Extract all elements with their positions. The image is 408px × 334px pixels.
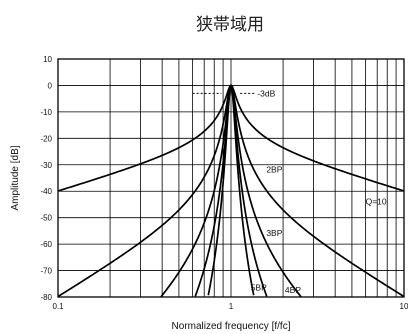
y-tick-labels: 10 0 -10 -20 -30 -40 -50 -60 -70 -80 [40, 55, 52, 302]
grid [58, 59, 404, 297]
chart-title: 狭帯域用 [196, 15, 264, 35]
annotation-label: 4BP [285, 285, 301, 295]
x-tick-label: 0.1 [52, 302, 64, 311]
y-tick-label: -50 [40, 214, 52, 223]
x-tick-labels: 0.1 1 10 [52, 302, 408, 311]
y-tick-label: -30 [40, 161, 52, 170]
annotations: -3dB 2BP 3BP 4BP 5BP Q=10 [192, 88, 387, 295]
plot-frame [57, 58, 405, 298]
x-tick-label: 10 [400, 302, 408, 311]
annotation-label: Q=10 [366, 196, 387, 206]
y-axis-label: Amplitude [dB] [10, 145, 21, 210]
y-tick-label: -10 [40, 108, 52, 117]
annotation-label: -3dB [257, 88, 275, 98]
curves [57, 83, 405, 298]
y-tick-label: 0 [48, 81, 53, 90]
annotation-label: 2BP [266, 165, 282, 175]
y-tick-label: -20 [40, 134, 52, 143]
y-tick-label: -40 [40, 187, 52, 196]
y-tick-label: 10 [43, 55, 52, 64]
y-tick-label: -70 [40, 267, 52, 276]
x-tick-label: 1 [229, 302, 234, 311]
y-tick-label: -60 [40, 240, 52, 249]
x-axis-label: Normalized frequency [f/fc] [172, 321, 291, 332]
y-tick-label: -80 [40, 293, 52, 302]
response-curve-5bp [207, 83, 255, 296]
annotation-label: 5BP [251, 282, 267, 292]
annotation-label: 3BP [266, 228, 282, 238]
